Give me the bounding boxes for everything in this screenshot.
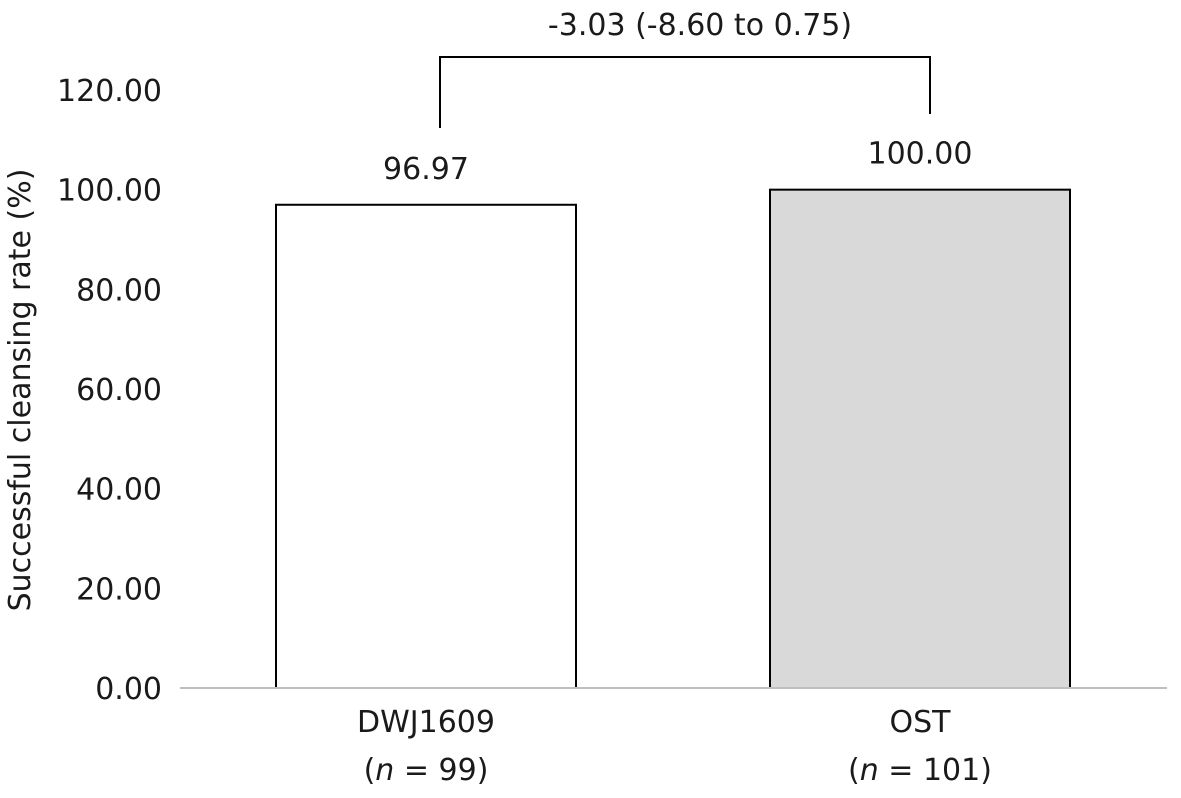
y-tick-label: 20.00 [76, 572, 162, 607]
y-tick-label: 40.00 [76, 473, 162, 508]
sample-size-variable: n [375, 753, 394, 788]
bars: 96.97 100.00 [275, 137, 1071, 690]
bar-value-label: 100.00 [868, 137, 973, 172]
y-tick-label: 100.00 [57, 174, 162, 209]
sample-size-variable: n [860, 753, 879, 788]
sample-size-open: ( [364, 753, 376, 788]
y-tick-label: 60.00 [76, 373, 162, 408]
sample-size-open: ( [848, 753, 860, 788]
category-sample-size: (n = 99) [364, 753, 489, 788]
y-tick-label: 0.00 [95, 672, 162, 707]
category-sample-size: (n = 101) [848, 753, 992, 788]
y-tick-label: 120.00 [57, 74, 162, 109]
bracket-line [439, 56, 931, 128]
comparison-annotation: -3.03 (-8.60 to 0.75) [548, 8, 852, 43]
y-tick-label: 80.00 [76, 273, 162, 308]
sample-size-value: = 99) [394, 753, 488, 788]
y-axis: 0.00 20.00 40.00 60.00 80.00 100.00 120.00 [57, 74, 162, 707]
bar-value-label: 96.97 [383, 152, 469, 187]
y-axis-title: Successful cleansing rate (%) [3, 169, 38, 612]
category-label: OST [890, 705, 952, 740]
comparison-bracket [439, 56, 931, 128]
sample-size-value: = 101) [879, 753, 992, 788]
x-axis-categories: DWJ1609(n = 99)OST(n = 101) [357, 705, 992, 788]
category-label: DWJ1609 [357, 705, 495, 740]
bar-0 [275, 203, 577, 689]
bar-1 [769, 188, 1071, 690]
